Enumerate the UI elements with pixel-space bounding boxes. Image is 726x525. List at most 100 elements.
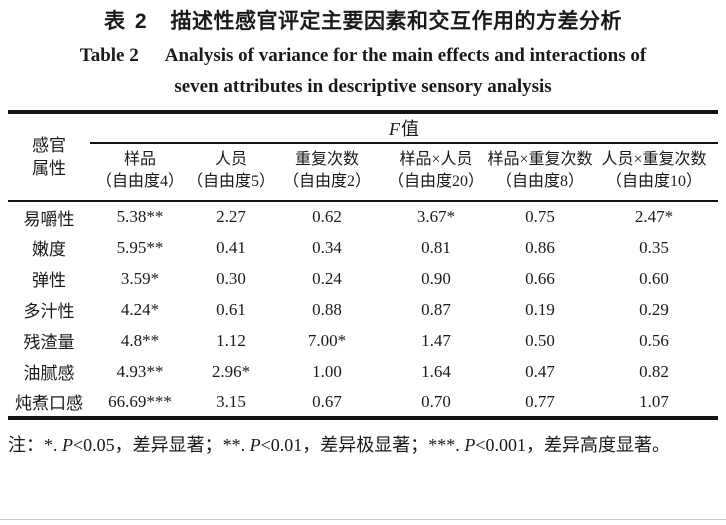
column-header-line1: 人员 — [214, 151, 248, 168]
column-header-line2: （自由度20） — [387, 173, 485, 190]
row-label: 多汁性 — [23, 302, 75, 321]
f-symbol: F — [389, 119, 400, 139]
f-value-cell: 1.07 — [639, 391, 669, 411]
f-value-cell: 5.38** — [116, 207, 164, 226]
f-header-suffix: 值 — [401, 119, 419, 139]
column-header-line2: （自由度10） — [605, 173, 703, 190]
f-value-cell: 0.62 — [312, 207, 342, 226]
f-value-cell: 4.8** — [120, 330, 160, 350]
row-label: 残渣量 — [23, 333, 75, 352]
column-header-line1: 样品×重复次数 — [487, 151, 593, 168]
f-value-group-header: F值 — [90, 112, 718, 144]
f-value-cell: 0.86 — [525, 237, 555, 257]
table-title-zh: 表 2 描述性感官评定主要因素和交互作用的方差分析 — [0, 8, 726, 36]
table-title-en-line2: seven attributes in descriptive sensory … — [174, 76, 552, 97]
p-symbol: P — [62, 435, 73, 455]
f-group-header-row: 感官 属性 F值 — [8, 112, 718, 202]
f-value-cell: 0.24 — [312, 268, 342, 288]
f-value-cell: 0.60 — [639, 268, 669, 288]
row-label: 易嚼性 — [23, 209, 75, 229]
table-title-en-line1: Table 2 Analysis of variance for the main… — [0, 40, 726, 71]
column-header-line1: 样品 — [123, 151, 157, 168]
f-value-cell: 7.00* — [307, 330, 347, 350]
f-value-cell: 2.27 — [216, 207, 246, 226]
f-value-cell: 0.75 — [525, 207, 555, 226]
f-value-cell: 0.29 — [639, 299, 669, 319]
f-value-cell: 0.61 — [216, 299, 246, 319]
column-header-line2: （自由度8） — [495, 173, 585, 190]
table-body: 易嚼性 5.38** 2.27 0.62 3.67* 0.75 2.47* 嫩度 5.95** 0… — [8, 201, 718, 418]
table-number-en: Table 2 — [79, 45, 139, 66]
table-row: 多汁性 4.24* 0.61 0.88 0.87 0.19 0.29 — [8, 294, 718, 325]
f-value-cell: 66.69*** — [108, 391, 172, 411]
f-value-cell: 0.88 — [312, 299, 342, 319]
table-row: 油腻感 4.93** 2.96* 1.00 1.64 0.47 0.82 — [8, 356, 718, 387]
footnote-segment: <0.001，差异高度显著。 — [475, 435, 670, 455]
f-value-cell: 2.96* — [211, 361, 251, 381]
table-row: 炖煮口感 66.69*** 3.15 0.67 0.70 0.77 1.07 — [8, 387, 718, 418]
p-symbol: P — [249, 435, 261, 455]
f-value-cell: 0.87 — [421, 299, 451, 319]
f-value-cell: 1.00 — [312, 361, 342, 381]
f-value-cell: 0.30 — [216, 268, 246, 288]
f-value-cell: 5.95** — [116, 237, 164, 257]
f-value-cell: 0.56 — [639, 330, 669, 350]
f-value-cell: 3.15 — [216, 391, 246, 411]
f-value-cell: 4.93** — [116, 361, 164, 381]
f-value-cell: 0.35 — [639, 237, 669, 257]
attribute-header-line2: 属性 — [32, 159, 66, 178]
anova-table: 感官 属性 F值 样品 （自由度4） 人员 （自由度5） 重复次数 — [8, 110, 718, 420]
f-value-cell: 0.77 — [525, 391, 555, 411]
table-row: 易嚼性 5.38** 2.27 0.62 3.67* 0.75 2.47* — [8, 201, 718, 232]
f-value-cell: 0.66 — [525, 268, 555, 288]
table-row: 弹性 3.59* 0.30 0.24 0.90 0.66 0.60 — [8, 263, 718, 294]
column-header-line1: 重复次数 — [294, 151, 360, 168]
table-caption-zh: 描述性感官评定主要因素和交互作用的方差分析 — [170, 10, 622, 33]
f-value-cell: 0.19 — [525, 299, 555, 319]
footnote-segment: <0.05，差异显著；**. — [73, 435, 250, 455]
table-number-zh: 表 2 — [103, 10, 149, 33]
row-label: 嫩度 — [32, 240, 66, 259]
row-label: 弹性 — [32, 271, 66, 290]
p-symbol: P — [464, 435, 476, 455]
footnote-segment: <0.01，差异极显著；***. — [260, 435, 465, 455]
f-value-cell: 0.50 — [525, 330, 555, 350]
f-value-cell: 2.47* — [634, 207, 674, 226]
footnote-text: 注：*. P<0.05，差异显著；**. P<0.01，差异极显著；***. P… — [8, 430, 718, 460]
f-value-cell: 0.90 — [421, 268, 451, 288]
column-header-sample-panelist: 样品×人员 （自由度20） — [382, 143, 490, 202]
table-caption-en-line1: Analysis of variance for the main effect… — [164, 45, 647, 66]
row-label: 油腻感 — [23, 364, 75, 383]
f-value-cell: 1.47 — [421, 330, 451, 350]
f-value-cell: 0.67 — [312, 391, 342, 411]
table-row: 嫩度 5.95** 0.41 0.34 0.81 0.86 0.35 — [8, 232, 718, 263]
column-header-sample-replication: 样品×重复次数 （自由度8） — [487, 143, 593, 202]
column-header-panelist-replication: 人员×重复次数 （自由度10） — [590, 143, 718, 202]
footnote-segment: 注：*. — [8, 435, 62, 455]
column-header-line1: 样品×人员 — [399, 151, 473, 168]
page-bottom-divider — [0, 519, 726, 520]
f-value-cell: 4.24* — [120, 299, 160, 319]
column-header-line1: 人员×重复次数 — [601, 151, 707, 168]
table-row: 残渣量 4.8** 1.12 7.00* 1.47 0.50 0.56 — [8, 325, 718, 356]
column-header-sample: 样品 （自由度4） — [90, 143, 190, 202]
column-header-replication: 重复次数 （自由度2） — [272, 143, 382, 202]
f-value-cell: 1.12 — [216, 330, 246, 350]
row-label: 炖煮口感 — [15, 394, 83, 413]
column-header-line2: （自由度2） — [282, 173, 372, 190]
f-value-cell: 0.70 — [421, 391, 451, 411]
f-value-cell: 3.67* — [416, 207, 456, 226]
f-value-cell: 0.82 — [639, 361, 669, 381]
attribute-header-line1: 感官 — [32, 136, 66, 155]
f-value-cell: 0.41 — [216, 237, 246, 257]
subheader-row: 样品 （自由度4） 人员 （自由度5） 重复次数 （自由度2） 样品×人员 （自… — [8, 143, 718, 202]
column-header-panelist: 人员 （自由度5） — [186, 143, 276, 202]
f-value-cell: 1.64 — [421, 361, 451, 381]
attribute-column-header: 感官 属性 — [8, 112, 90, 202]
f-value-cell: 0.47 — [525, 361, 555, 381]
column-header-line2: （自由度5） — [186, 173, 276, 190]
f-value-cell: 0.81 — [421, 237, 451, 257]
f-value-cell: 0.34 — [312, 237, 342, 257]
column-header-line2: （自由度4） — [95, 173, 185, 190]
